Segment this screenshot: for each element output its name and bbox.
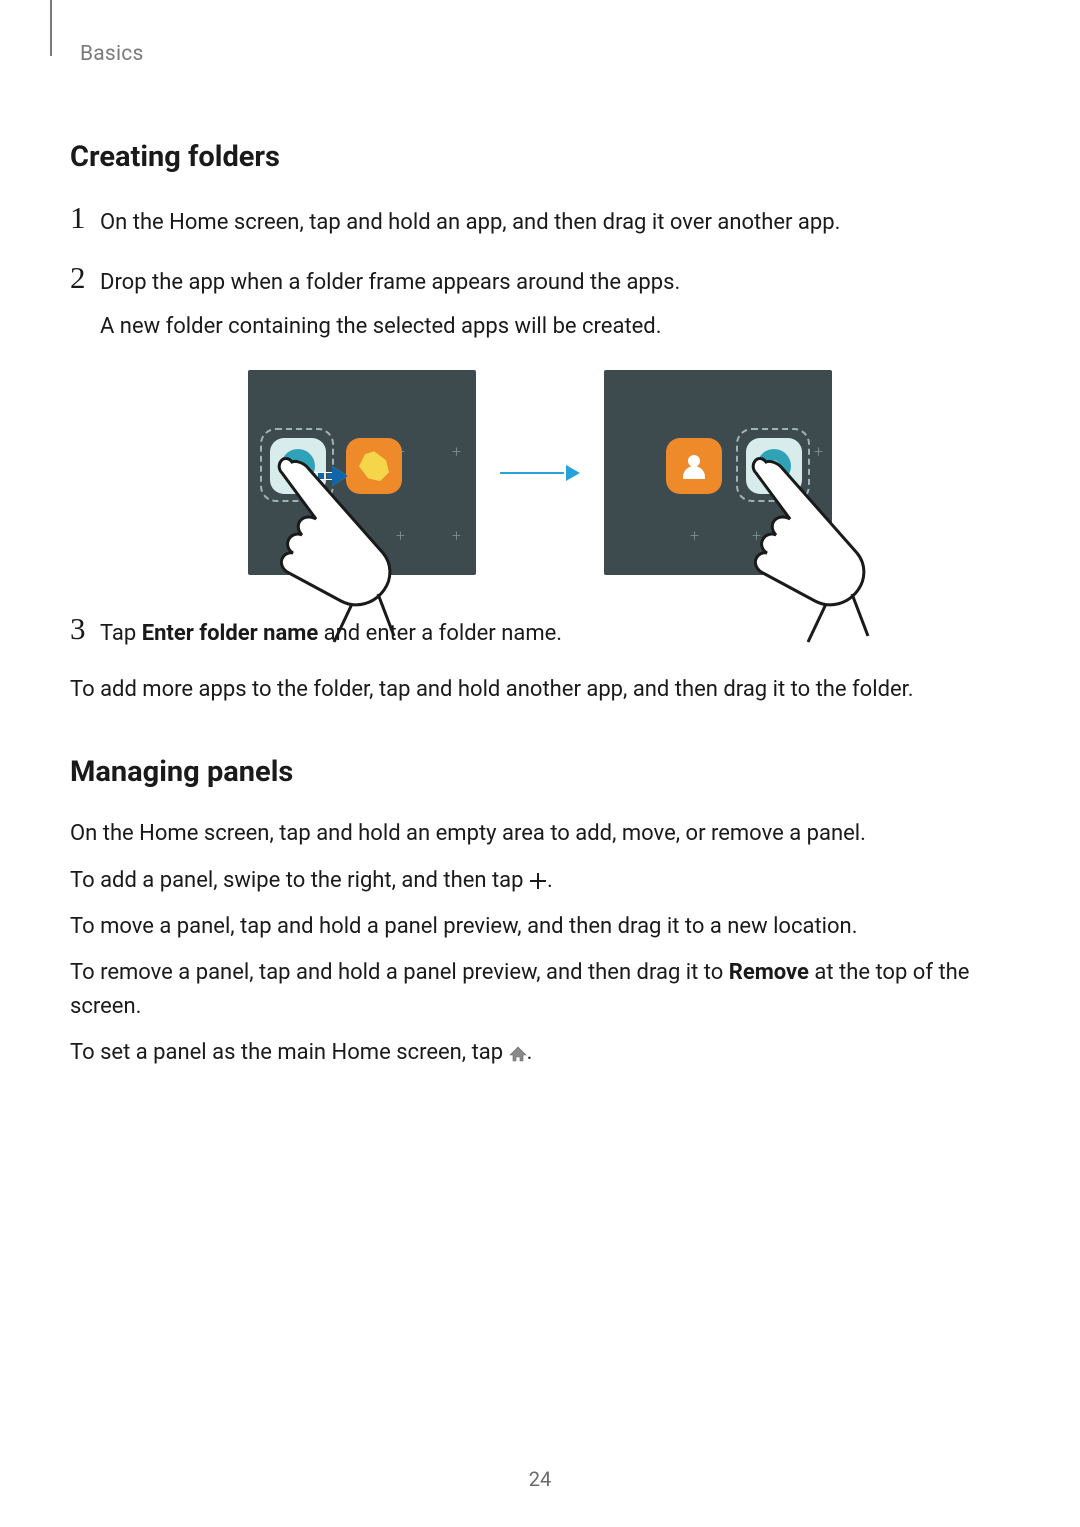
p4-prefix: To remove a panel, tap and hold a panel … [70, 960, 729, 985]
managing-panels-p2: To add a panel, swipe to the right, and … [70, 864, 1010, 898]
step-number: 2 [70, 262, 100, 293]
step-3-prefix: Tap [100, 621, 142, 646]
p4-bold: Remove [729, 960, 809, 985]
contacts-app-icon [666, 438, 722, 494]
section-label: Basics [80, 42, 1010, 66]
plus-icon [529, 872, 547, 890]
hand-pointer-icon [730, 454, 878, 634]
hand-pointer-icon [256, 454, 404, 634]
managing-panels-p5: To set a panel as the main Home screen, … [70, 1036, 1010, 1070]
grid-dot-icon: + [452, 442, 461, 461]
header-rule [50, 0, 52, 56]
step-1: 1 On the Home screen, tap and hold an ap… [70, 202, 1010, 240]
managing-panels-p1: On the Home screen, tap and hold an empt… [70, 817, 1010, 851]
heading-creating-folders: Creating folders [70, 140, 1010, 174]
illustration-panel-right-wrap: + + + + + [604, 370, 832, 575]
step-2-line-1: Drop the app when a folder frame appears… [100, 270, 680, 295]
grid-dot-icon: + [690, 526, 699, 545]
step-text: On the Home screen, tap and hold an app,… [100, 202, 1010, 240]
step-text: Drop the app when a folder frame appears… [100, 262, 1010, 344]
step-2: 2 Drop the app when a folder frame appea… [70, 262, 1010, 344]
managing-panels-p4: To remove a panel, tap and hold a panel … [70, 956, 1010, 1024]
grid-dot-icon: + [452, 526, 461, 545]
illustration-panel-left-wrap: + + + + [248, 370, 476, 575]
heading-managing-panels: Managing panels [70, 755, 1010, 789]
step-number: 1 [70, 202, 100, 233]
sequence-arrow-icon [500, 463, 580, 483]
home-icon [509, 1046, 527, 1062]
p5-prefix: To set a panel as the main Home screen, … [70, 1040, 509, 1065]
step-2-line-2: A new folder containing the selected app… [100, 310, 1010, 344]
page-number: 24 [0, 1467, 1080, 1491]
p2-prefix: To add a panel, swipe to the right, and … [70, 868, 529, 893]
creating-folders-after: To add more apps to the folder, tap and … [70, 673, 1010, 707]
p5-suffix: . [527, 1040, 533, 1065]
folder-illustration: + + + + [70, 370, 1010, 575]
step-number: 3 [70, 613, 100, 644]
p2-suffix: . [547, 868, 553, 893]
page-content: Basics Creating folders 1 On the Home sc… [0, 0, 1080, 1070]
managing-panels-p3: To move a panel, tap and hold a panel pr… [70, 910, 1010, 944]
